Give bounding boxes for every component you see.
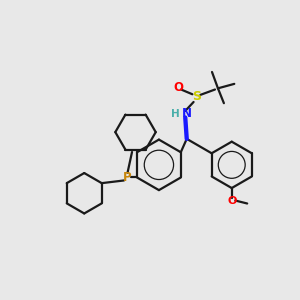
Text: P: P xyxy=(123,171,132,184)
Text: S: S xyxy=(192,90,201,103)
Text: N: N xyxy=(182,107,192,120)
Text: H: H xyxy=(171,109,180,119)
Text: O: O xyxy=(173,81,183,94)
Text: O: O xyxy=(227,196,236,206)
